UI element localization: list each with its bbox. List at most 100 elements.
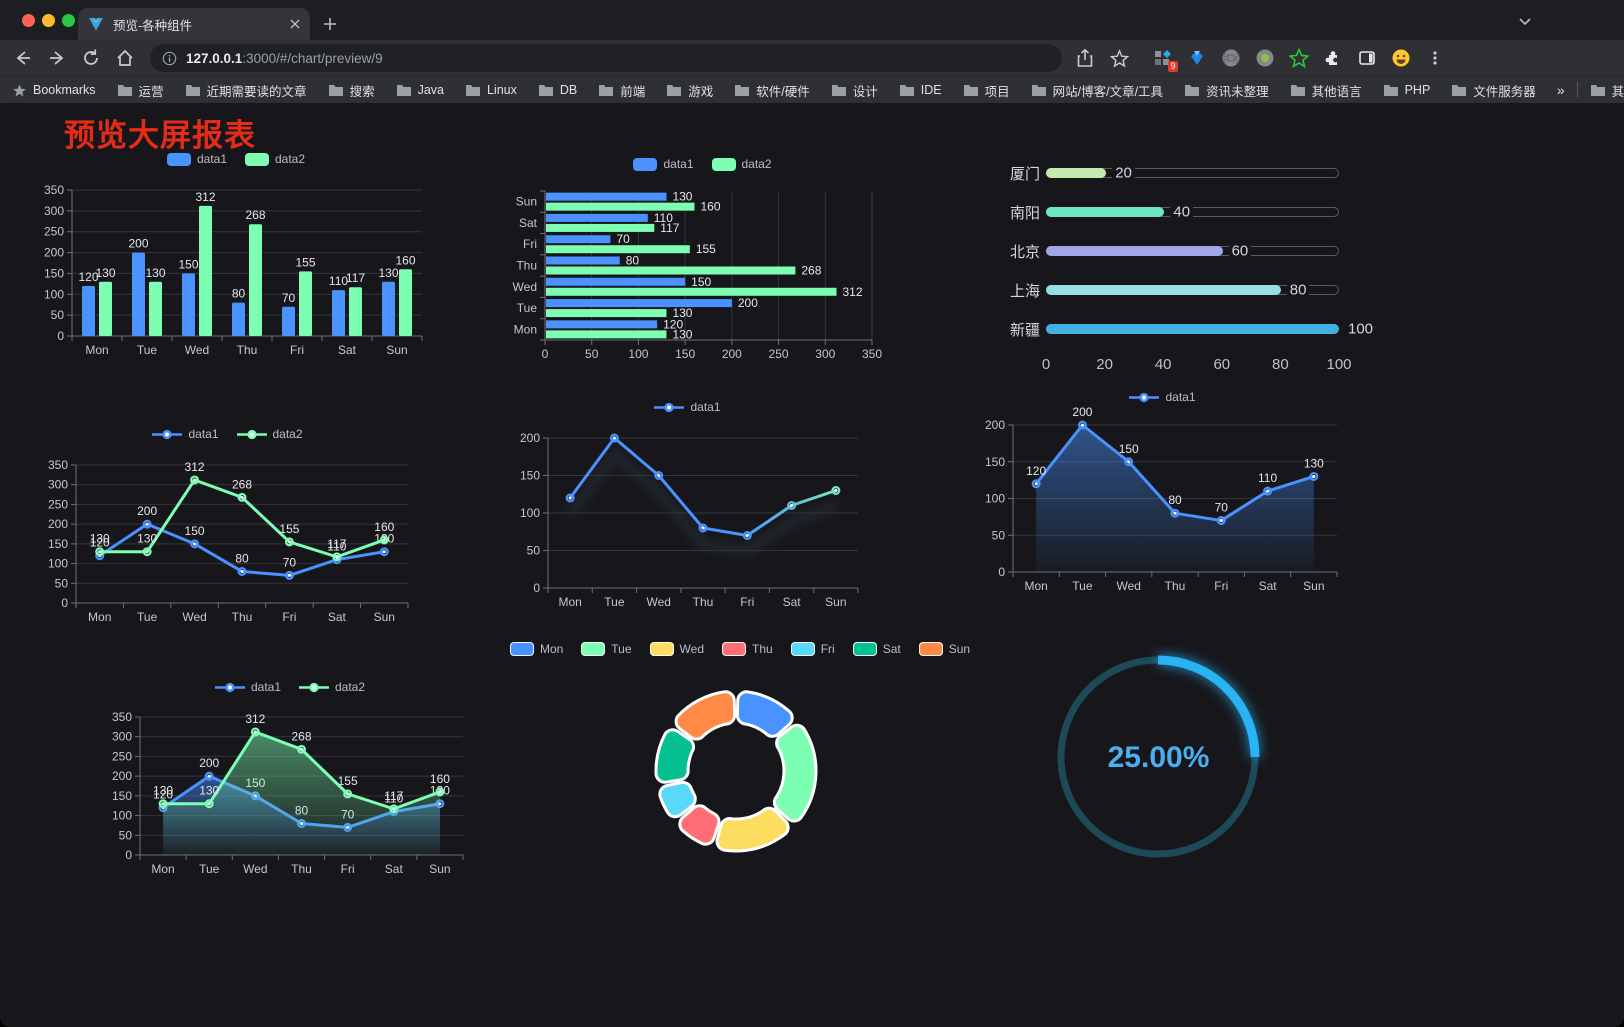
chart-canvas[interactable]: 0 50 100 150 200 250 300 350 Mon Tue Wed Thu Fri Sat S… — [40, 443, 415, 640]
legend-item[interactable]: data1 — [633, 157, 694, 171]
gauge-chart[interactable]: 25.00% — [1046, 645, 1271, 870]
extension-star-icon[interactable] — [1288, 47, 1310, 69]
site-info-icon[interactable] — [162, 51, 177, 66]
legend-item[interactable]: data2 — [236, 427, 303, 441]
share-button[interactable] — [1068, 43, 1102, 73]
progress-bar-chart[interactable]: 厦门 20 南阳 40 北京 60 上海 80 新疆 100 0 20 40 60 80 100 — [1000, 160, 1377, 385]
legend-item[interactable]: data1 — [1129, 390, 1196, 404]
chart-canvas[interactable]: 0 50 100 150 200 Mon Tue Wed Thu Fri Sat Sun 120 200 1… — [980, 405, 1345, 603]
axis-tick-label: 60 — [1213, 356, 1231, 373]
legend-item[interactable]: data2 — [711, 157, 772, 171]
bookmark-item[interactable]: 前端 — [598, 81, 645, 100]
other-bookmarks-item[interactable]: 其他书签 — [1590, 81, 1624, 100]
horizontal-bar-chart[interactable]: data1 data2 0 50 100 150 200 250 300 350 Sun 130 160… — [505, 155, 900, 370]
bookmark-item[interactable]: 资讯未整理 — [1184, 81, 1269, 100]
legend-item[interactable]: Fri — [790, 642, 835, 656]
legend-item[interactable]: data1 — [214, 680, 281, 694]
extension-emoji-icon[interactable] — [1390, 47, 1412, 69]
legend-marker-icon — [1129, 392, 1160, 402]
progress-track[interactable]: 40 — [1046, 203, 1339, 221]
back-button[interactable] — [6, 43, 40, 73]
legend-item[interactable]: Thu — [722, 642, 773, 656]
bookmark-item[interactable]: DB — [538, 83, 577, 97]
bookmark-item[interactable]: 其他语言 — [1290, 81, 1362, 100]
extension-command-icon[interactable] — [1220, 47, 1242, 69]
legend-marker-icon — [649, 642, 674, 656]
side-panel-icon[interactable] — [1356, 47, 1378, 69]
bookmark-item[interactable]: 文件服务器 — [1451, 81, 1536, 100]
bookmark-item[interactable]: Java — [396, 83, 444, 97]
chart-canvas[interactable]: 0 50 100 150 200 Mon Tue Wed Thu Fri Sat Sun — [505, 416, 870, 613]
bookmark-item[interactable]: 软件/硬件 — [734, 81, 810, 100]
two-series-area-chart[interactable]: data1 data2 0 50 100 150 200 250 300 350 Mon Tue Wed… — [105, 678, 475, 893]
grouped-bar-chart[interactable]: data1 data2 0 50 100 150 200 250 300 350 Mon Tue Wed… — [36, 150, 436, 370]
tab-title: 预览-各种组件 — [113, 18, 193, 33]
bookmark-item[interactable]: 游戏 — [666, 81, 713, 100]
home-button[interactable] — [108, 43, 142, 73]
legend-item[interactable]: Tue — [581, 642, 632, 656]
gradient-line-chart[interactable]: data1 0 50 100 150 200 Mon Tue Wed Thu Fri Sat Sun — [505, 398, 870, 613]
chart-canvas[interactable]: 0 50 100 150 200 250 300 350 Mon Tue Wed Thu Fri Sat S… — [105, 696, 475, 893]
chart-canvas[interactable] — [1046, 645, 1271, 870]
legend-label: data2 — [272, 427, 303, 441]
bookmark-item[interactable]: PHP — [1383, 83, 1431, 97]
bookmark-label: 其他语言 — [1311, 84, 1362, 99]
svg-text:130: 130 — [378, 266, 398, 280]
progress-track[interactable]: 20 — [1046, 164, 1339, 182]
window-minimize-button[interactable] — [42, 14, 55, 27]
bookmark-label: PHP — [1404, 83, 1431, 97]
legend-item[interactable]: Sat — [852, 642, 901, 656]
legend-item[interactable]: data2 — [299, 680, 365, 694]
extension-grid-icon[interactable]: 9 — [1152, 47, 1178, 72]
legend-label: data2 — [741, 157, 772, 171]
bookmark-item[interactable]: 运营 — [117, 81, 164, 100]
extensions-puzzle-icon[interactable] — [1322, 47, 1344, 69]
browser-tab[interactable]: 预览-各种组件 — [78, 8, 310, 40]
donut-chart[interactable]: Mon Tue Wed Thu Fri Sat Sun — [509, 640, 970, 895]
progress-track[interactable]: 80 — [1046, 281, 1339, 299]
browser-menu-button[interactable] — [1424, 47, 1446, 69]
extension-gem-icon[interactable] — [1186, 47, 1208, 69]
bookmark-item[interactable]: 近期需要读的文章 — [185, 81, 307, 100]
legend-item[interactable]: data2 — [245, 152, 305, 166]
forward-button[interactable] — [40, 43, 74, 73]
legend-label: Tue — [611, 642, 632, 656]
progress-track[interactable]: 100 — [1046, 320, 1377, 338]
area-line-chart[interactable]: data1 0 50 100 150 200 Mon Tue Wed Thu Fri Sat Sun 12… — [980, 388, 1345, 603]
new-tab-button[interactable] — [316, 10, 344, 38]
url-bar[interactable]: 127.0.0.1:3000/#/chart/preview/9 — [150, 44, 1062, 72]
window-zoom-button[interactable] — [62, 14, 75, 27]
bookmarks-manager-item[interactable]: Bookmarks — [12, 83, 96, 98]
legend-item[interactable]: Sun — [918, 642, 970, 656]
tab-search-chevron-icon[interactable] — [1516, 12, 1534, 30]
bookmark-item[interactable]: Linux — [465, 83, 517, 97]
chart-canvas[interactable] — [540, 658, 940, 893]
bookmark-item[interactable]: 项目 — [963, 81, 1010, 100]
legend-item[interactable]: Mon — [509, 642, 563, 656]
bookmark-item[interactable]: 搜索 — [328, 81, 375, 100]
bookmark-item[interactable]: IDE — [899, 83, 942, 97]
bookmark-label: DB — [559, 83, 578, 97]
tab-close-icon[interactable] — [290, 19, 300, 29]
bookmark-star-button[interactable] — [1102, 43, 1136, 73]
progress-track[interactable]: 60 — [1046, 242, 1339, 260]
bookmark-label: 前端 — [620, 84, 646, 99]
bookmarks-overflow-button[interactable]: » — [1556, 82, 1565, 98]
svg-text:268: 268 — [801, 264, 821, 278]
legend-item[interactable]: data1 — [166, 152, 227, 166]
svg-text:Wed: Wed — [513, 280, 537, 294]
reload-button[interactable] — [74, 43, 108, 73]
svg-text:Thu: Thu — [1165, 579, 1186, 593]
bookmark-item[interactable]: 设计 — [831, 81, 878, 100]
folder-icon — [465, 85, 480, 96]
two-series-line-chart[interactable]: data1 data2 0 50 100 150 200 250 300 350 Mon Tue Wed… — [40, 425, 415, 640]
extension-record-icon[interactable] — [1254, 47, 1276, 69]
chart-canvas[interactable]: 0 50 100 150 200 250 300 350 Mon Tue Wed Thu Fri Sat S… — [36, 168, 436, 368]
legend-item[interactable]: data1 — [152, 427, 219, 441]
progress-fill — [1046, 324, 1339, 334]
window-close-button[interactable] — [22, 14, 35, 27]
legend-item[interactable]: data1 — [654, 400, 721, 414]
bookmark-item[interactable]: 网站/博客/文章/工具 — [1031, 81, 1163, 100]
legend-item[interactable]: Wed — [649, 642, 704, 656]
